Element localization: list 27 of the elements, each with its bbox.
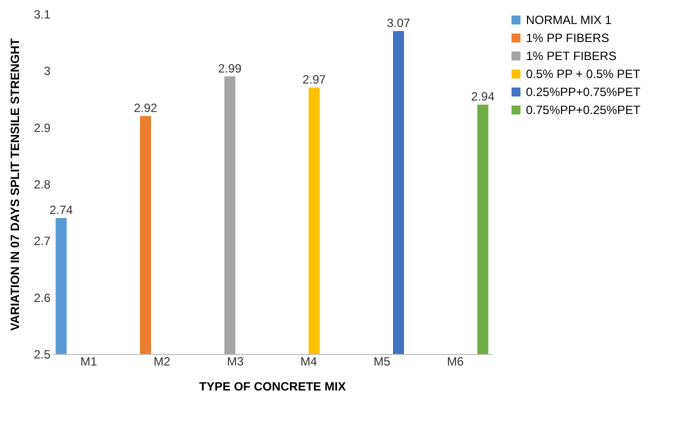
y-tick-label: 2.5 bbox=[34, 348, 51, 362]
legend-label: 1% PET FIBERS bbox=[526, 49, 616, 63]
y-axis-title: VARIATION IN 07 DAYS SPLIT TENSILE STRENGHT bbox=[8, 38, 22, 331]
data-label: 2.94 bbox=[471, 90, 495, 104]
legend-label: NORMAL MIX 1 bbox=[526, 13, 612, 27]
data-label: 2.99 bbox=[218, 61, 242, 76]
legend-label: 0.25%PP+0.75%PET bbox=[526, 85, 642, 99]
y-tick-label: 2.6 bbox=[34, 290, 51, 305]
x-tick-label: M5 bbox=[374, 354, 391, 368]
data-label: 3.07 bbox=[386, 16, 410, 30]
y-tick-label: 2.9 bbox=[34, 120, 51, 135]
x-tick-label: M4 bbox=[300, 354, 318, 368]
x-tick-label: M2 bbox=[154, 354, 171, 368]
legend-label: 1% PP FIBERS bbox=[526, 31, 610, 45]
x-tick-label: M1 bbox=[80, 354, 98, 368]
data-label: 2.97 bbox=[302, 72, 326, 87]
x-tick-label: M3 bbox=[226, 354, 244, 368]
y-tick-label: 3 bbox=[44, 64, 51, 78]
legend-label: 0.5% PP + 0.5% PET bbox=[526, 67, 641, 81]
y-tick-label: 2.8 bbox=[34, 178, 51, 192]
legend-label: 0.75%PP+0.25%PET bbox=[526, 103, 642, 117]
x-tick-label: M6 bbox=[446, 354, 464, 368]
data-label: 2.92 bbox=[134, 101, 158, 115]
y-tick-label: 2.7 bbox=[34, 234, 51, 248]
data-label: 2.74 bbox=[49, 203, 74, 217]
x-axis-title: TYPE OF CONCRETE MIX bbox=[199, 380, 346, 394]
y-tick-label: 3.1 bbox=[34, 8, 51, 22]
